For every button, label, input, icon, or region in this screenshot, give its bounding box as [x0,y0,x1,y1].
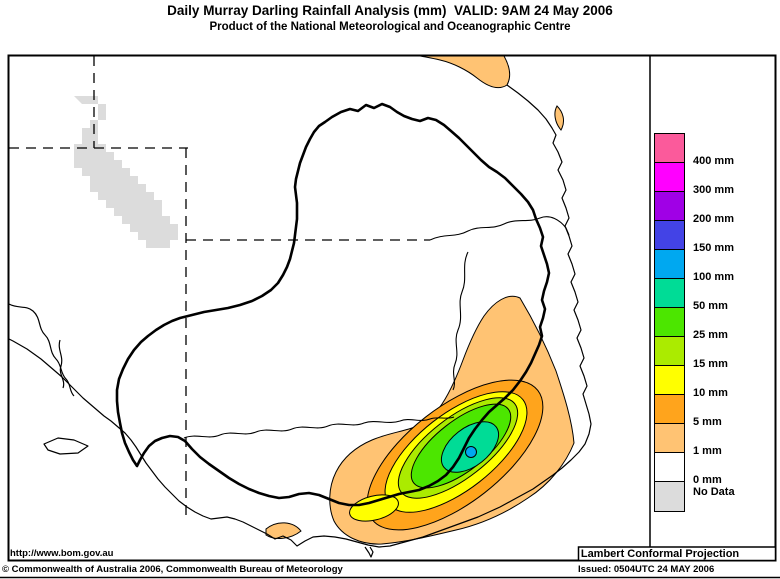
legend-label: 150 mm [693,242,734,254]
legend-swatch [654,365,685,396]
gulf-inlet-1 [9,303,75,397]
legend-swatch [654,423,685,454]
kangaroo-island [43,437,89,455]
legend-label: No Data [693,486,735,498]
rain-area-coast-sliver [554,105,565,131]
coastline [9,84,592,558]
murray-river [183,416,455,439]
map-frame [7,54,777,562]
contour-100mm [465,446,477,458]
gulf-inlet-2 [58,339,65,389]
rain-area-ne-coast [419,56,511,89]
legend-label: 0 mm [693,474,722,486]
legend-swatch [654,191,685,222]
projection-label: Lambert Conformal Projection [580,548,740,560]
legend-swatch [654,133,685,164]
legend-label: 15 mm [693,358,728,370]
legend-swatch [654,307,685,338]
legend-label: 50 mm [693,300,728,312]
legend-label: 300 mm [693,184,734,196]
inland-river [452,251,469,391]
wilsons-promontory [364,546,374,558]
rainfall-contours [265,295,575,545]
legend-label: 400 mm [693,155,734,167]
legend-swatch [654,336,685,367]
legend-label: 10 mm [693,387,728,399]
issued-timestamp: Issued: 0504UTC 24 MAY 2006 [578,564,715,575]
page-title: Daily Murray Darling Rainfall Analysis (… [167,3,613,18]
legend-label: 200 mm [693,213,734,225]
projection-box [577,546,777,562]
map-area [9,56,592,558]
contour-10mm-west-core [349,494,399,522]
legend-swatch [654,278,685,309]
basin-boundary [115,102,551,507]
legend-swatch [654,452,685,483]
source-url: http://www.bom.gov.au [10,548,114,559]
state-borders-dashed [9,56,430,518]
legend-label: 100 mm [693,271,734,283]
page-subtitle: Product of the National Meteorological a… [209,21,571,33]
legend-swatch [654,220,685,251]
legend-swatch [654,394,685,425]
legend-label: 5 mm [693,416,722,428]
copyright-notice: © Commonwealth of Australia 2006, Common… [2,564,343,575]
legend-label: 1 mm [693,445,722,457]
rivers-and-border-rivers [183,216,570,439]
legend-swatch [654,162,685,193]
no-data-region [74,96,178,248]
legend-label: 25 mm [693,329,728,341]
border-river [429,216,570,241]
legend-swatch [654,249,685,280]
legend-swatch [654,481,685,512]
